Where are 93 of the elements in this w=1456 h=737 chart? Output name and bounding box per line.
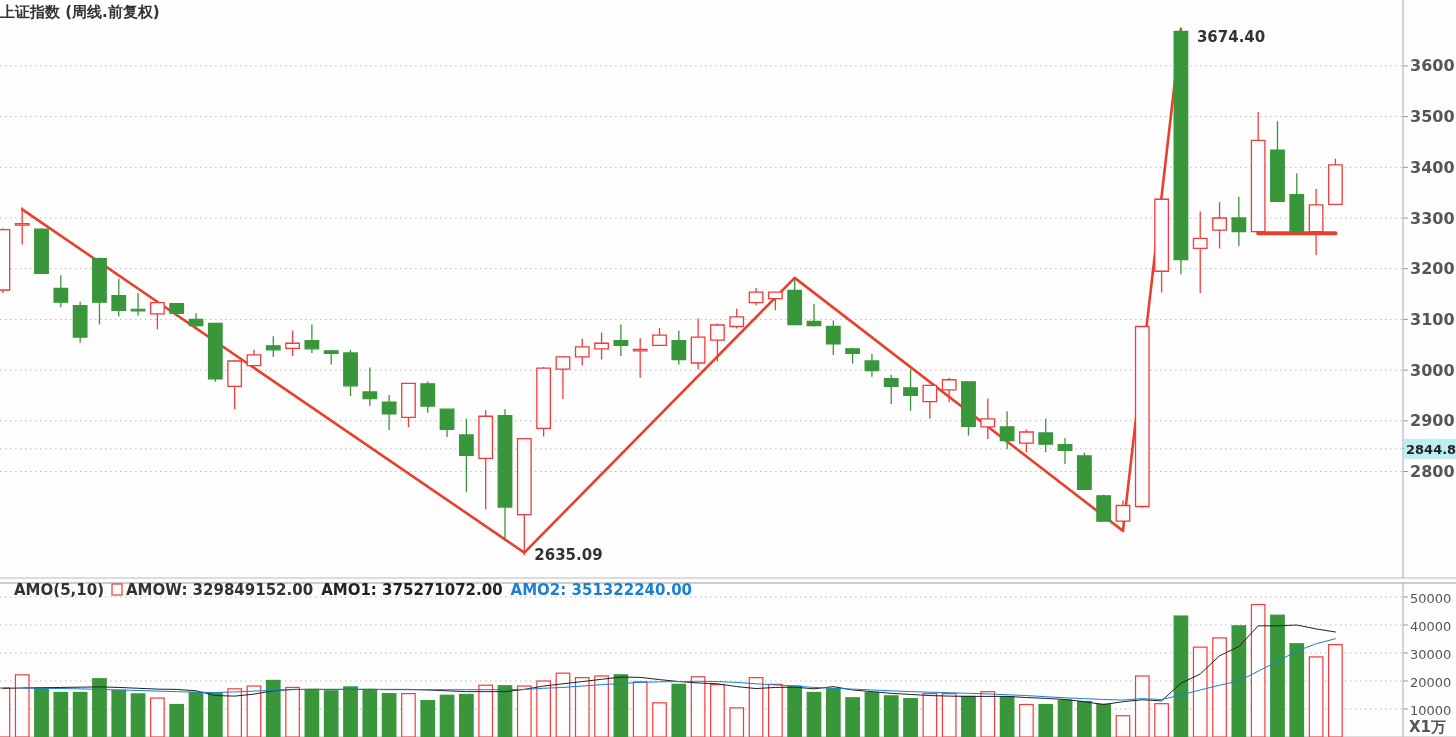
y-axis-title: X1万 xyxy=(1409,718,1447,736)
bar xyxy=(574,677,590,737)
bar xyxy=(1057,699,1073,737)
annotation: 3674.40 xyxy=(1196,28,1266,47)
bar xyxy=(207,692,223,737)
legend-label: AMOW: 329849152.00 xyxy=(126,581,314,599)
bar xyxy=(1134,675,1150,737)
bar xyxy=(1289,643,1305,737)
bar xyxy=(304,688,320,737)
bar xyxy=(381,693,397,737)
bar xyxy=(1077,700,1092,737)
bar xyxy=(92,678,107,737)
bar xyxy=(864,691,880,737)
bar xyxy=(285,686,300,737)
bar xyxy=(690,676,706,737)
bar xyxy=(227,688,242,737)
bar xyxy=(555,672,571,737)
bar xyxy=(72,691,88,737)
bar xyxy=(1038,703,1054,737)
bar xyxy=(594,675,609,737)
y-tick-label: 3400 xyxy=(1410,157,1455,177)
bar xyxy=(1250,603,1266,737)
bar xyxy=(806,691,822,737)
bar xyxy=(14,674,30,737)
bar xyxy=(1192,646,1208,737)
bar xyxy=(478,684,494,737)
bar xyxy=(999,696,1015,737)
bar xyxy=(1231,625,1247,737)
y-tick-label: 3100 xyxy=(1410,309,1455,329)
y-tick-label: 10000 xyxy=(1410,702,1452,718)
bar xyxy=(1270,614,1285,737)
bar xyxy=(150,697,165,737)
chart-title: AMO(5,10) xyxy=(14,581,105,599)
y-tick-label: 2800 xyxy=(1410,462,1455,482)
y-tick-label: 30000 xyxy=(1410,646,1452,662)
bar xyxy=(1328,644,1343,737)
bar xyxy=(362,688,378,737)
y-tick-label: 50000 xyxy=(1410,590,1452,606)
bar xyxy=(671,683,687,737)
bar xyxy=(652,702,667,737)
bar xyxy=(1308,656,1324,737)
bar xyxy=(1096,703,1112,737)
bar xyxy=(420,700,436,737)
bar xyxy=(169,703,185,737)
y-tick-label: 2900 xyxy=(1410,411,1455,431)
bar xyxy=(1173,615,1189,737)
bar xyxy=(401,693,416,737)
bar xyxy=(748,677,764,737)
bar xyxy=(903,698,918,737)
y-tick-label: 2844.8 xyxy=(1406,441,1456,457)
bar xyxy=(961,695,976,737)
bar xyxy=(632,681,648,737)
bar xyxy=(613,674,629,737)
bar xyxy=(845,697,860,737)
bar xyxy=(1019,703,1034,737)
bar xyxy=(459,693,474,737)
bar xyxy=(922,693,938,737)
bar xyxy=(1115,715,1131,737)
text: AMO2: 351322240.00 xyxy=(510,581,693,599)
bar xyxy=(111,689,127,737)
bar xyxy=(53,691,69,737)
annotation: 2635.09 xyxy=(534,546,603,565)
bar xyxy=(787,685,803,737)
bar xyxy=(768,683,783,737)
bar xyxy=(497,685,513,737)
y-tick-label: 3300 xyxy=(1410,208,1455,228)
bar xyxy=(439,694,455,737)
bar xyxy=(825,688,841,737)
bar xyxy=(710,684,725,737)
bar xyxy=(130,693,146,737)
text: AMO1: 375271072.00 xyxy=(321,581,503,599)
bar xyxy=(246,685,262,737)
y-tick-label: 3200 xyxy=(1410,259,1455,279)
bar xyxy=(516,685,532,737)
bar xyxy=(323,690,339,737)
bar xyxy=(34,687,49,737)
y-tick-label: 3600 xyxy=(1410,56,1455,76)
y-tick-label: 3000 xyxy=(1410,360,1455,380)
bar xyxy=(1154,703,1169,737)
y-tick-label: 3500 xyxy=(1410,107,1455,127)
chart-title: 上证指数 (周线.前复权) xyxy=(0,3,160,21)
bar xyxy=(1212,637,1227,737)
bar xyxy=(265,679,281,737)
y-tick-label: 40000 xyxy=(1410,618,1452,634)
bar xyxy=(343,686,358,737)
line-series xyxy=(21,638,1336,701)
bar xyxy=(536,680,551,737)
bar xyxy=(941,693,957,737)
bar xyxy=(980,691,996,737)
bar xyxy=(188,691,204,737)
y-tick-label: 20000 xyxy=(1410,674,1452,690)
bar xyxy=(729,707,745,737)
bar xyxy=(883,695,899,737)
